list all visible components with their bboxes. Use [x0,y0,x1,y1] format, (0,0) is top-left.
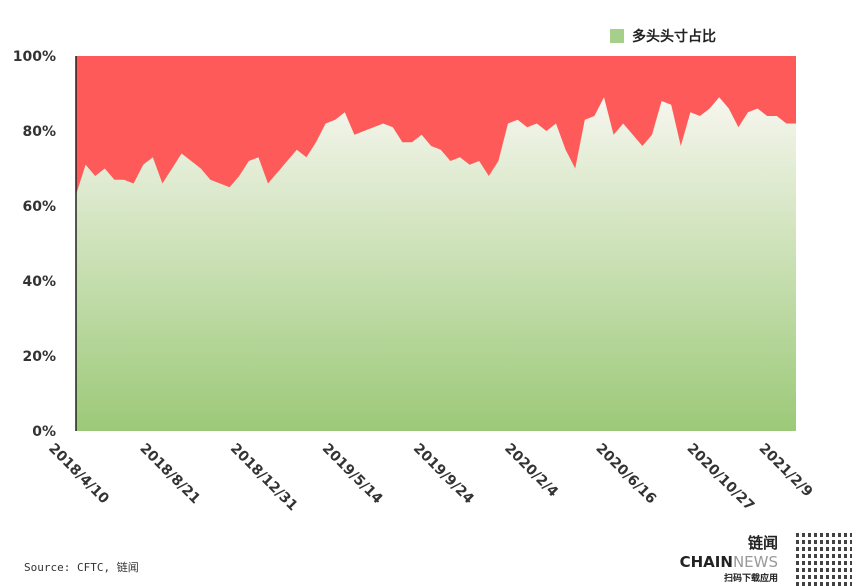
brand-logo: 链闻 CHAINNEWS 扫码下载应用 [652,532,778,584]
y-tick-label: 80% [22,124,56,140]
qr-code [796,530,852,586]
area-chart: 0% 20% 40% 60% 80% 100% 2018/4/10 2018/8/21 201… [13,49,816,515]
brand-subtitle: 扫码下载应用 [723,574,778,584]
x-tick-label: 2018/8/21 [136,441,203,508]
source-note: Source: CFTC, 链闻 [24,561,139,574]
x-tick-label: 2018/12/31 [227,441,301,515]
legend-swatch [610,29,624,43]
y-tick-label: 0% [32,424,56,440]
legend: 多头头寸占比 [610,26,716,46]
y-tick-label: 60% [22,199,56,215]
y-tick-label: 40% [22,274,56,290]
x-tick-label: 2020/2/4 [501,441,561,501]
x-tick-label: 2018/4/10 [45,441,112,508]
x-tick-label: 2019/9/24 [410,441,477,508]
long-position-area [76,97,796,432]
x-tick-label: 2020/6/16 [592,441,659,508]
x-tick-label: 2019/5/14 [319,441,386,508]
x-tick-label: 2021/2/9 [756,441,816,501]
x-tick-label: 2020/10/27 [684,441,758,515]
brand-name: 链闻 CHAIN [679,534,778,571]
brand-name-accent: NEWS [732,553,778,571]
legend-label: 多头头寸占比 [632,29,716,45]
y-tick-label: 100% [13,49,56,65]
y-tick-label: 20% [22,349,56,365]
